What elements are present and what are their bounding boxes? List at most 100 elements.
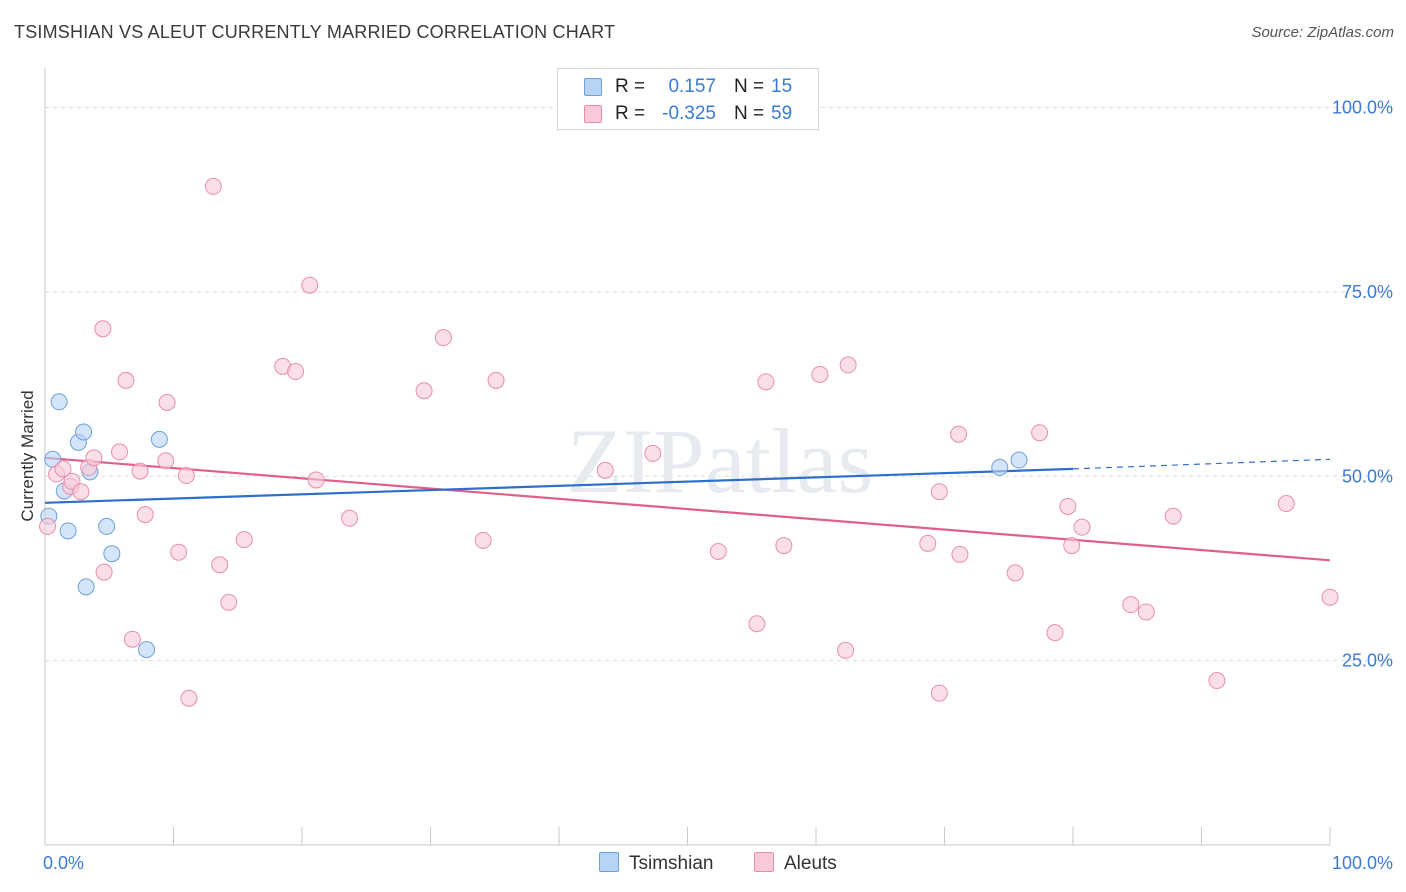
aleuts-point bbox=[111, 443, 129, 461]
tsimshian-point bbox=[991, 458, 1009, 476]
legend-n-value: 15 bbox=[771, 76, 793, 97]
watermark: ZIPatlas bbox=[567, 410, 874, 512]
legend-n-value: 59 bbox=[771, 103, 793, 124]
tsimshian-point bbox=[138, 641, 156, 659]
legend-r-label: R = bbox=[615, 103, 646, 124]
aleuts-point bbox=[1164, 507, 1182, 525]
tsimshian-point bbox=[150, 430, 168, 448]
correlation-legend: R = 0.157 N = 15 R = -0.325 N = 59 bbox=[557, 68, 819, 130]
legend-r-value: -0.325 bbox=[662, 103, 716, 124]
aleuts-point bbox=[1059, 497, 1077, 515]
aleuts-point bbox=[474, 531, 492, 549]
aleuts-point bbox=[1006, 564, 1024, 582]
aleuts-point bbox=[131, 462, 149, 480]
aleuts-point bbox=[204, 177, 222, 195]
aleuts-point bbox=[709, 542, 727, 560]
tsimshian-point bbox=[50, 393, 68, 411]
aleuts-point bbox=[951, 545, 969, 563]
aleuts-point bbox=[748, 615, 766, 633]
aleuts-point bbox=[415, 382, 433, 400]
y-tick-label: 75.0% bbox=[1342, 282, 1393, 302]
aleuts-swatch bbox=[754, 852, 774, 872]
grid-lines bbox=[45, 107, 1392, 662]
aleuts-point bbox=[94, 320, 112, 338]
chart-source: Source: ZipAtlas.com bbox=[1251, 24, 1394, 41]
data-points bbox=[39, 177, 1339, 707]
aleuts-swatch bbox=[584, 105, 602, 123]
aleuts-point bbox=[930, 684, 948, 702]
aleuts-point bbox=[757, 373, 775, 391]
tsimshian-point bbox=[103, 545, 121, 563]
aleuts-point bbox=[596, 461, 614, 479]
aleuts-point bbox=[158, 394, 176, 411]
aleuts-point bbox=[1063, 537, 1081, 555]
tsimshian-trend-line bbox=[44, 467, 1074, 504]
y-tick-label: 25.0% bbox=[1342, 651, 1393, 671]
tsimshian-point bbox=[1010, 451, 1028, 469]
tsimshian-point bbox=[98, 517, 116, 535]
bottom-legend-aleuts: Aleuts bbox=[754, 852, 837, 875]
tsimshian-point bbox=[75, 423, 93, 441]
aleuts-point bbox=[211, 556, 229, 574]
aleuts-point bbox=[177, 467, 195, 485]
legend-r-label: R = bbox=[615, 76, 646, 97]
aleuts-point bbox=[95, 563, 113, 581]
legend-r-value: 0.157 bbox=[668, 76, 716, 97]
trend-lines bbox=[44, 456, 1331, 562]
aleuts-point bbox=[123, 630, 141, 648]
aleuts-point bbox=[1208, 672, 1226, 690]
legend-n-label: N = bbox=[734, 103, 765, 124]
legend-n-label: N = bbox=[734, 76, 765, 97]
aleuts-point bbox=[136, 506, 154, 524]
chart-title: TSIMSHIAN VS ALEUT CURRENTLY MARRIED COR… bbox=[14, 22, 616, 42]
aleuts-point bbox=[1073, 518, 1091, 536]
legend-row-tsimshian: R = 0.157 N = 15 bbox=[558, 74, 818, 100]
aleuts-point bbox=[930, 483, 948, 501]
aleuts-point bbox=[839, 356, 857, 374]
tick-labels: 25.0% 50.0% 75.0% 100.0% 0.0% 100.0% bbox=[43, 98, 1393, 874]
aleuts-point bbox=[54, 460, 72, 478]
aleuts-point bbox=[72, 483, 90, 501]
aleuts-point bbox=[775, 537, 793, 555]
tsimshian-point bbox=[77, 578, 95, 596]
aleuts-point bbox=[220, 593, 238, 611]
tsimshian-trend-extension bbox=[1072, 458, 1331, 470]
aleuts-point bbox=[1277, 495, 1295, 513]
aleuts-point bbox=[950, 425, 968, 443]
x-tick-label: 0.0% bbox=[43, 853, 84, 873]
tsimshian-swatch bbox=[599, 852, 619, 872]
aleuts-point bbox=[837, 641, 855, 659]
aleuts-point bbox=[157, 452, 175, 470]
aleuts-point bbox=[919, 534, 937, 552]
y-axis-label: Currently Married bbox=[18, 390, 37, 521]
aleuts-point bbox=[307, 471, 325, 489]
tsimshian-point bbox=[59, 522, 77, 540]
bottom-legend-label: Aleuts bbox=[784, 853, 837, 874]
aleuts-point bbox=[180, 689, 198, 707]
aleuts-point bbox=[1137, 603, 1155, 621]
aleuts-point bbox=[487, 371, 505, 389]
tsimshian-swatch bbox=[584, 78, 602, 96]
y-tick-label: 100.0% bbox=[1332, 98, 1393, 118]
aleuts-point bbox=[1031, 424, 1049, 442]
aleuts-point bbox=[39, 517, 57, 535]
aleuts-point bbox=[1046, 624, 1064, 642]
x-tick-label: 100.0% bbox=[1332, 853, 1393, 873]
aleuts-point bbox=[1321, 588, 1339, 606]
bottom-legend-tsimshian: Tsimshian bbox=[599, 852, 713, 875]
aleuts-point bbox=[117, 371, 135, 389]
y-tick-label: 50.0% bbox=[1342, 466, 1393, 486]
bottom-legend-label: Tsimshian bbox=[629, 853, 714, 874]
aleuts-trend-line bbox=[44, 456, 1331, 562]
aleuts-point bbox=[235, 531, 253, 549]
aleuts-point bbox=[341, 509, 359, 527]
aleuts-point bbox=[1122, 596, 1140, 614]
aleuts-point bbox=[85, 449, 103, 467]
aleuts-point bbox=[644, 444, 662, 462]
aleuts-point bbox=[287, 363, 305, 381]
aleuts-point bbox=[811, 365, 829, 383]
aleuts-point bbox=[170, 543, 188, 561]
legend-row-aleuts: R = -0.325 N = 59 bbox=[558, 101, 818, 127]
aleuts-point bbox=[434, 329, 452, 347]
